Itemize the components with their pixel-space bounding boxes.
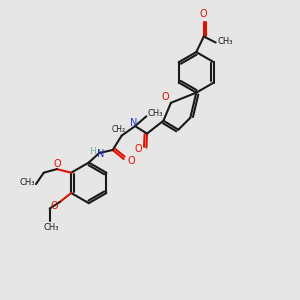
Text: CH₃: CH₃ <box>44 224 59 232</box>
Text: O: O <box>54 159 61 169</box>
Text: N: N <box>130 118 138 128</box>
Text: O: O <box>200 9 208 19</box>
Text: CH₃: CH₃ <box>147 109 163 118</box>
Text: CH₃: CH₃ <box>218 37 233 46</box>
Text: N: N <box>97 149 104 160</box>
Text: CH₃: CH₃ <box>19 178 35 187</box>
Text: O: O <box>134 144 142 154</box>
Text: CH₂: CH₂ <box>112 125 126 134</box>
Text: O: O <box>51 201 58 212</box>
Text: O: O <box>128 156 135 166</box>
Text: O: O <box>162 92 169 102</box>
Text: H: H <box>89 147 96 156</box>
